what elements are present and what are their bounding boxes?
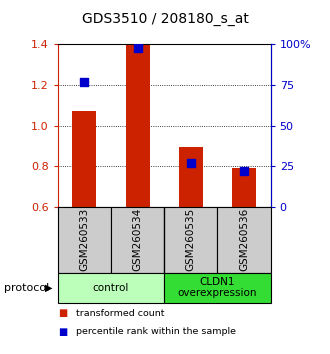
Point: [135, 45, 140, 50]
Text: ▶: ▶: [45, 282, 52, 293]
Bar: [217, 207, 271, 273]
Text: ■: ■: [58, 327, 67, 337]
Bar: [58, 273, 164, 303]
Bar: [72, 112, 96, 207]
Text: transformed count: transformed count: [76, 309, 164, 318]
Bar: [111, 207, 164, 273]
Text: percentile rank within the sample: percentile rank within the sample: [76, 327, 236, 336]
Bar: [164, 273, 271, 303]
Text: protocol: protocol: [4, 282, 49, 293]
Point: [82, 79, 87, 85]
Text: control: control: [93, 282, 129, 293]
Bar: [232, 169, 256, 207]
Text: GSM260536: GSM260536: [239, 208, 249, 272]
Text: GSM260534: GSM260534: [133, 208, 143, 272]
Text: GSM260535: GSM260535: [186, 208, 196, 272]
Text: GSM260533: GSM260533: [79, 208, 89, 272]
Point: [188, 160, 193, 166]
Text: CLDN1
overexpression: CLDN1 overexpression: [178, 277, 257, 298]
Bar: [164, 207, 217, 273]
Text: ■: ■: [58, 308, 67, 318]
Bar: [179, 147, 203, 207]
Text: GDS3510 / 208180_s_at: GDS3510 / 208180_s_at: [82, 12, 248, 27]
Point: [241, 169, 247, 174]
Bar: [58, 207, 111, 273]
Bar: [126, 45, 149, 207]
